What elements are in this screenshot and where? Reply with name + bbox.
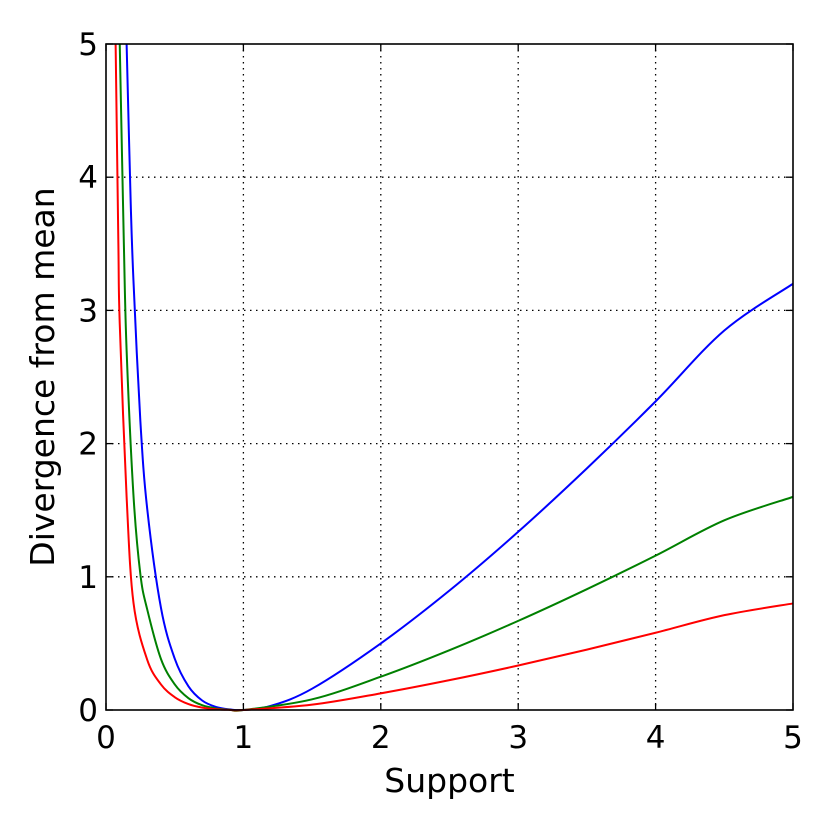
y-tick-label: 3 [78,293,98,329]
plot-frame [105,43,794,711]
y-tick-label: 2 [78,427,98,463]
x-tick-label: 3 [508,720,528,756]
series-lines [114,43,794,712]
x-tick-label: 5 [783,720,803,756]
y-axis-label: Divergence from mean [23,187,62,566]
x-tick-label: 1 [234,720,254,756]
series-line-1 [125,43,794,712]
x-tick-label: 0 [96,720,116,756]
ticks: 0 1 2 3 4 5 0 1 2 3 4 5 [78,27,803,756]
x-tick-label: 4 [646,720,666,756]
y-tick-label: 4 [78,160,98,196]
x-tick-label: 2 [371,720,391,756]
y-tick-label: 5 [78,27,98,63]
y-tick-label: 0 [78,693,98,729]
y-tick-label: 1 [78,560,98,596]
series-line-3 [114,43,794,712]
x-axis-label: Support [384,761,515,800]
series-line-2 [118,43,794,712]
grid [106,44,793,710]
